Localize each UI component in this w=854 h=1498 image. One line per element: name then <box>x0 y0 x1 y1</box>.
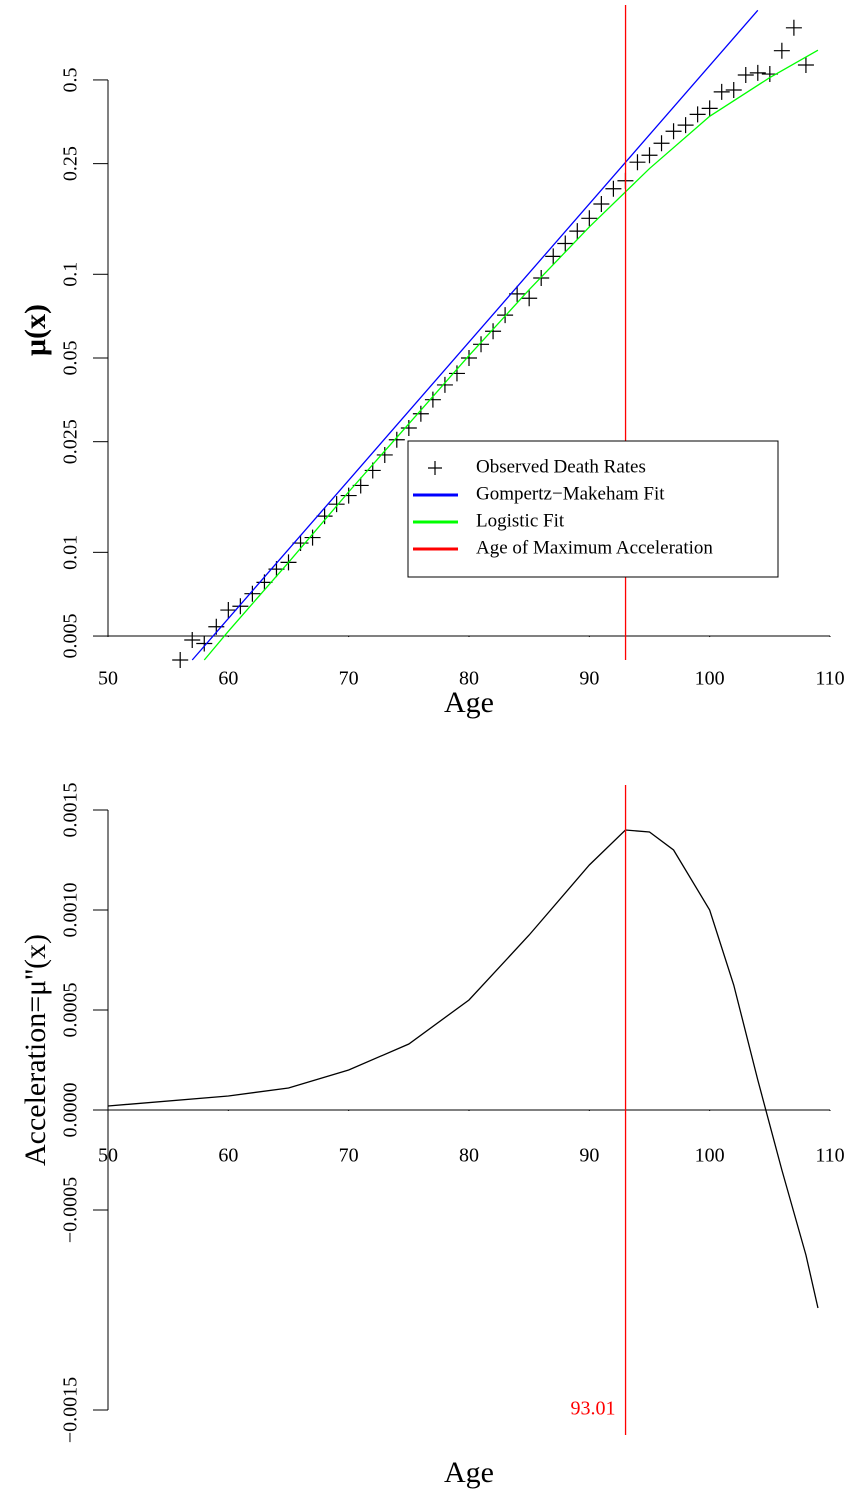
x-tick-label: 80 <box>459 1145 479 1167</box>
observed-point <box>388 431 405 448</box>
y-tick-label: 0.0005 <box>60 983 82 1038</box>
y-tick-label: −0.0015 <box>60 1377 82 1443</box>
observed-point <box>785 19 802 36</box>
x-tick-label: 110 <box>815 668 844 690</box>
observed-point <box>473 336 490 353</box>
observed-point <box>641 147 658 164</box>
observed-point <box>713 83 730 100</box>
observed-point <box>461 349 477 366</box>
y-tick-label: 0.01 <box>60 535 82 570</box>
x-tick-label: 50 <box>98 668 118 690</box>
series-line <box>203 49 819 661</box>
observed-point <box>797 56 814 73</box>
legend-label: Observed Death Rates <box>476 456 646 477</box>
x-tick-label: 70 <box>339 1145 359 1167</box>
y-tick-label: 0.05 <box>60 340 82 375</box>
y-tick-label: 0.005 <box>60 614 82 659</box>
observed-point <box>593 195 610 212</box>
x-axis-title: Age <box>444 686 494 719</box>
observed-point <box>436 376 453 393</box>
x-tick-label: 60 <box>218 1145 238 1167</box>
observed-point <box>400 420 417 437</box>
legend-box <box>407 440 779 578</box>
y-tick-label: 0.025 <box>60 419 82 464</box>
observed-point <box>196 635 213 652</box>
observed-point <box>557 235 574 252</box>
observed-point <box>485 323 502 340</box>
observed-point <box>629 154 646 171</box>
observed-point <box>749 64 766 81</box>
y-tick-label: 0.0000 <box>60 1083 82 1138</box>
observed-point <box>605 180 622 197</box>
x-tick-label: 100 <box>695 668 725 690</box>
x-tick-label: 70 <box>339 668 359 690</box>
observed-point <box>581 210 598 227</box>
observed-point <box>184 631 201 648</box>
observed-point <box>545 248 562 265</box>
observed-point <box>677 117 694 134</box>
y-tick-label: 0.25 <box>60 146 82 181</box>
observed-point <box>701 100 718 117</box>
observed-point <box>509 285 526 302</box>
legend-label: Age of Maximum Acceleration <box>476 537 713 558</box>
observed-point <box>244 585 261 602</box>
legend-label: Gompertz−Makeham Fit <box>476 483 665 504</box>
x-tick-label: 90 <box>579 1145 599 1167</box>
legend-symbol <box>428 461 442 475</box>
y-axis-title: Acceleration=μ''(x) <box>19 934 52 1166</box>
observed-point <box>232 598 249 615</box>
x-tick-label: 60 <box>218 668 238 690</box>
observed-point <box>340 487 357 504</box>
observed-point <box>665 123 682 140</box>
series-line <box>191 9 759 661</box>
observed-point <box>737 66 754 83</box>
y-tick-label: −0.0005 <box>60 1177 82 1243</box>
observed-point <box>328 496 345 513</box>
observed-point <box>424 391 441 408</box>
observed-point <box>220 602 237 619</box>
y-tick-label: 0.1 <box>60 262 82 287</box>
observed-point <box>653 135 670 152</box>
observed-point <box>569 223 586 240</box>
series-line <box>107 829 819 1309</box>
x-tick-label: 100 <box>695 1145 725 1167</box>
y-tick-label: 0.0015 <box>60 783 82 838</box>
observed-point <box>376 446 393 463</box>
legend: Observed Death Rates Gompertz−Makeham Fit… <box>407 440 779 578</box>
observed-point <box>172 652 189 668</box>
x-tick-label: 110 <box>815 1145 844 1167</box>
observed-point <box>725 82 742 99</box>
x-tick-label: 80 <box>459 668 479 690</box>
x-tick-label: 50 <box>98 1145 118 1167</box>
observed-point <box>352 477 369 494</box>
observed-point <box>773 42 790 59</box>
y-tick-label: 0.0010 <box>60 883 82 938</box>
observed-point <box>689 106 706 123</box>
observed-point <box>304 529 321 546</box>
x-axis-title: Age <box>444 1456 494 1489</box>
legend-label: Logistic Fit <box>476 510 565 531</box>
observed-point <box>521 290 538 307</box>
max-acceleration-label: 93.01 <box>571 1398 616 1420</box>
observed-point <box>448 365 465 382</box>
y-axis-title: μ(x) <box>19 304 52 356</box>
observed-point <box>316 508 333 525</box>
observed-point <box>412 405 429 422</box>
x-tick-label: 90 <box>579 668 599 690</box>
y-tick-label: 0.5 <box>60 67 82 92</box>
